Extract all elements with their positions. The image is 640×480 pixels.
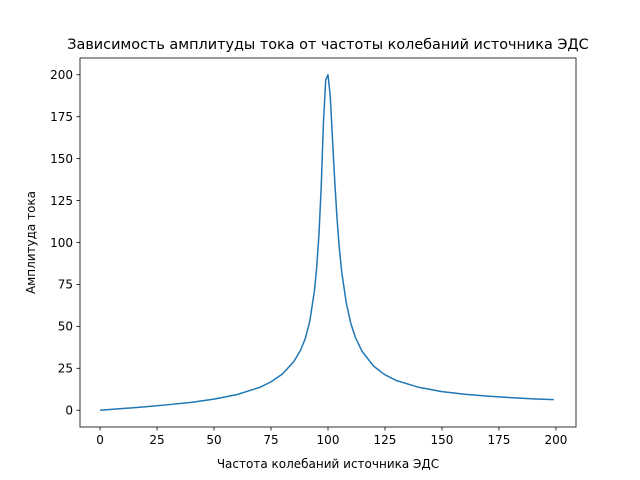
- y-axis: 0 25 50 75 100 125 150 175 200: [50, 68, 80, 418]
- y-tick-label: 200: [50, 68, 73, 82]
- y-tick-label: 25: [58, 362, 73, 376]
- x-tick-label: 50: [206, 433, 221, 447]
- y-tick-label: 175: [50, 110, 73, 124]
- x-tick-label: 0: [96, 433, 104, 447]
- chart-title: Зависимость амплитуды тока от частоты ко…: [67, 37, 588, 53]
- series-line-0: [100, 74, 554, 411]
- x-tick-label: 200: [544, 433, 567, 447]
- y-tick-label: 75: [58, 278, 73, 292]
- x-tick-label: 25: [149, 433, 164, 447]
- y-tick-label: 125: [50, 194, 73, 208]
- plot-area: [100, 74, 554, 411]
- x-axis-label: Частота колебаний источника ЭДС: [217, 457, 439, 471]
- y-axis-label: Амплитуда тока: [24, 191, 38, 294]
- x-tick-label: 175: [488, 433, 511, 447]
- y-tick-label: 50: [58, 320, 73, 334]
- x-tick-label: 100: [317, 433, 340, 447]
- x-tick-label: 125: [374, 433, 397, 447]
- x-axis: 0 25 50 75 100 125 150 175 200: [96, 427, 567, 447]
- x-tick-label: 150: [431, 433, 454, 447]
- y-tick-label: 0: [65, 404, 73, 418]
- y-tick-label: 100: [50, 236, 73, 250]
- plot-frame: [79, 57, 577, 428]
- y-tick-label: 150: [50, 152, 73, 166]
- x-tick-label: 75: [263, 433, 278, 447]
